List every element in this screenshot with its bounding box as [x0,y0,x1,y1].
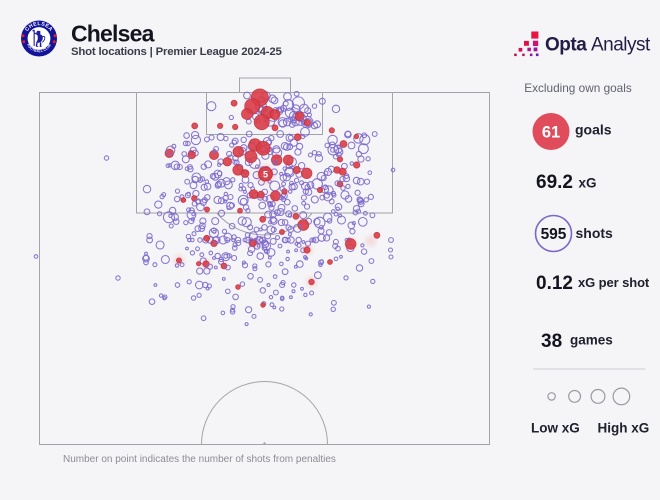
svg-text:61: 61 [542,124,560,142]
svg-text:shots: shots [576,225,614,241]
svg-text:0.12: 0.12 [536,273,573,294]
svg-text:Low xG: Low xG [531,421,580,436]
svg-text:Opta: Opta [545,35,587,56]
svg-text:CHELSEA: CHELSEA [24,21,54,33]
svg-text:Chelsea: Chelsea [71,21,155,47]
svg-text:Excluding own goals: Excluding own goals [524,81,632,95]
svg-text:Analyst: Analyst [591,35,651,56]
svg-text:69.2: 69.2 [536,172,573,193]
svg-text:5: 5 [263,170,268,180]
svg-text:High xG: High xG [598,421,650,436]
svg-text:Shot locations | Premier Leagu: Shot locations | Premier League 2024-25 [71,46,282,58]
svg-text:games: games [570,333,613,348]
svg-text:38: 38 [541,331,562,352]
svg-text:595: 595 [541,226,567,243]
svg-text:Number on point indicates the: Number on point indicates the number of … [63,454,336,465]
svg-text:xG per shot: xG per shot [578,275,650,290]
svg-text:xG: xG [579,176,597,191]
svg-text:goals: goals [575,122,612,138]
